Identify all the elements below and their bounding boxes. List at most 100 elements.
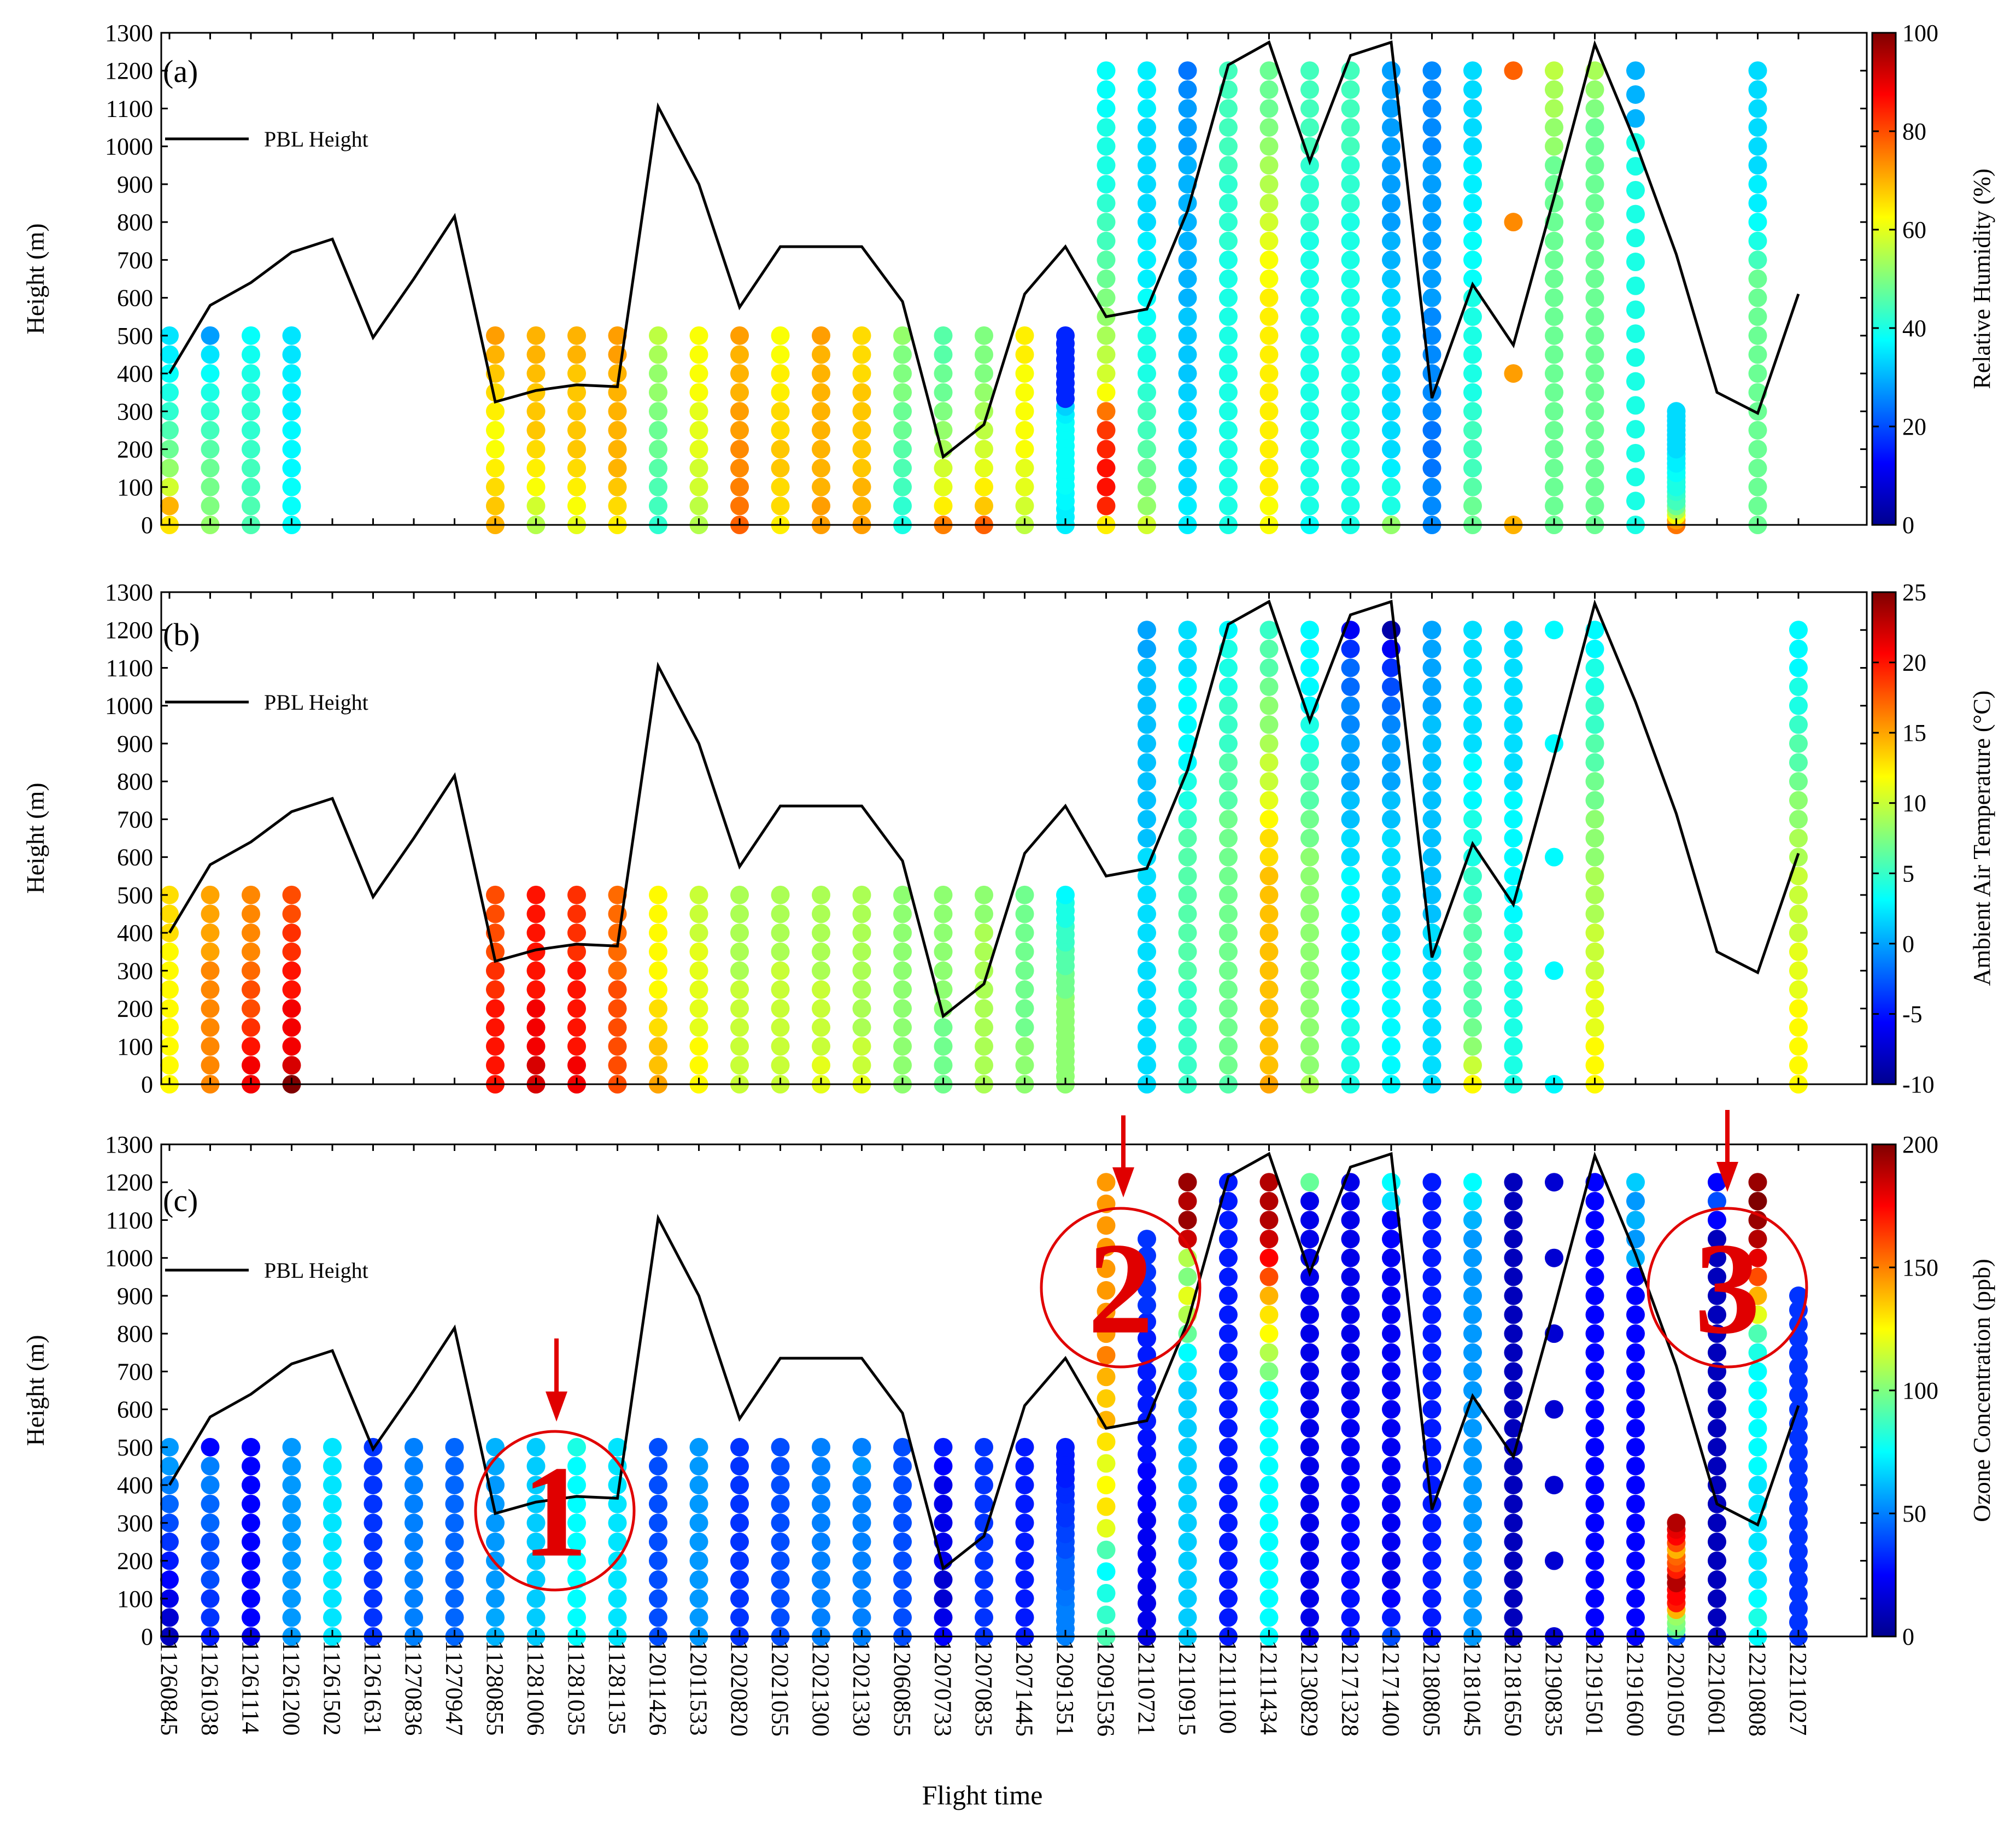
data-point <box>608 980 627 999</box>
data-point <box>1219 1018 1238 1037</box>
data-point <box>1463 61 1482 80</box>
data-point <box>364 1494 383 1513</box>
data-point <box>852 1437 871 1457</box>
data-point <box>486 420 505 440</box>
data-point <box>1463 1211 1482 1230</box>
data-point <box>1748 1532 1767 1551</box>
data-point <box>1300 99 1319 118</box>
data-point <box>1138 496 1156 516</box>
data-point <box>1341 496 1360 516</box>
data-point <box>1585 288 1604 307</box>
data-point <box>445 1513 464 1533</box>
data-point <box>1748 137 1767 156</box>
data-point <box>1341 867 1360 886</box>
x-tick-label: 12190835 <box>1540 1640 1567 1737</box>
data-point <box>1708 1173 1726 1192</box>
data-point <box>608 1437 627 1457</box>
data-point <box>852 383 871 402</box>
data-point <box>893 1570 912 1589</box>
data-point <box>934 1476 953 1495</box>
data-point <box>1259 1400 1279 1419</box>
y-tick-label: 200 <box>117 996 153 1022</box>
data-point <box>1789 1037 1808 1056</box>
data-point <box>242 1589 260 1608</box>
data-point <box>1300 1018 1319 1037</box>
data-point <box>1789 1357 1808 1376</box>
data-point <box>1504 1286 1523 1305</box>
data-point <box>1341 1037 1360 1056</box>
data-point <box>730 496 749 516</box>
data-point <box>1463 1286 1482 1305</box>
x-tick-label: 12091536 <box>1093 1640 1120 1737</box>
data-point <box>1300 734 1319 753</box>
data-point <box>1667 1513 1686 1533</box>
data-point <box>608 1589 627 1608</box>
data-point <box>1422 621 1441 640</box>
data-point <box>323 1513 342 1533</box>
data-point <box>1382 1362 1400 1381</box>
colorbar-tick-label: 150 <box>1902 1254 1938 1281</box>
data-point <box>1463 1191 1482 1211</box>
data-point <box>1708 1286 1726 1305</box>
data-point <box>730 402 749 421</box>
data-point <box>975 923 993 943</box>
data-point <box>1422 420 1441 440</box>
data-point <box>1748 459 1767 478</box>
data-point <box>975 904 993 923</box>
data-point <box>689 345 708 364</box>
data-point <box>1178 847 1197 867</box>
data-point <box>526 420 546 440</box>
data-point <box>771 402 790 421</box>
data-point <box>1097 345 1116 364</box>
data-point <box>1585 250 1604 270</box>
data-point <box>1504 980 1523 999</box>
data-point <box>567 402 586 421</box>
data-point <box>1138 1577 1156 1597</box>
data-point <box>567 1589 586 1608</box>
data-point <box>608 364 627 383</box>
data-point <box>1178 1437 1197 1457</box>
data-point <box>852 885 871 904</box>
data-point <box>893 885 912 904</box>
data-point <box>771 1551 790 1570</box>
data-point <box>1748 1267 1767 1287</box>
data-point <box>689 1570 708 1589</box>
data-point <box>1219 99 1238 118</box>
data-point <box>1219 1286 1238 1305</box>
data-point <box>1708 1230 1726 1249</box>
data-point <box>364 1570 383 1589</box>
data-point <box>201 942 220 961</box>
data-point <box>242 1437 260 1457</box>
data-point <box>1382 1400 1400 1419</box>
data-point <box>1178 810 1197 829</box>
annotation-arrow-head-3 <box>1716 1162 1738 1192</box>
data-point <box>1178 99 1197 118</box>
data-point <box>1626 204 1645 224</box>
data-point <box>975 1589 993 1608</box>
data-point <box>486 1018 505 1037</box>
data-point <box>1545 847 1563 867</box>
colorbar-label-b: Ambient Air Temperature (°C) <box>1968 691 1995 986</box>
data-point <box>1422 791 1441 810</box>
data-point <box>812 1608 830 1627</box>
data-point <box>689 459 708 478</box>
data-point <box>1341 1191 1360 1211</box>
data-point <box>893 999 912 1018</box>
data-point <box>1219 231 1238 250</box>
data-point <box>730 345 749 364</box>
data-point <box>282 1608 301 1627</box>
data-point <box>1463 999 1482 1018</box>
data-point <box>1585 734 1604 753</box>
data-point <box>893 364 912 383</box>
data-point <box>1748 1589 1767 1608</box>
colorbar-tick-label: 50 <box>1902 1500 1926 1527</box>
data-point <box>1300 1362 1319 1381</box>
data-point <box>1015 402 1034 421</box>
data-point <box>1178 307 1197 326</box>
data-point <box>242 440 260 459</box>
data-point <box>1463 715 1482 734</box>
data-point <box>1504 753 1523 772</box>
data-point <box>689 885 708 904</box>
data-point <box>1219 1324 1238 1343</box>
